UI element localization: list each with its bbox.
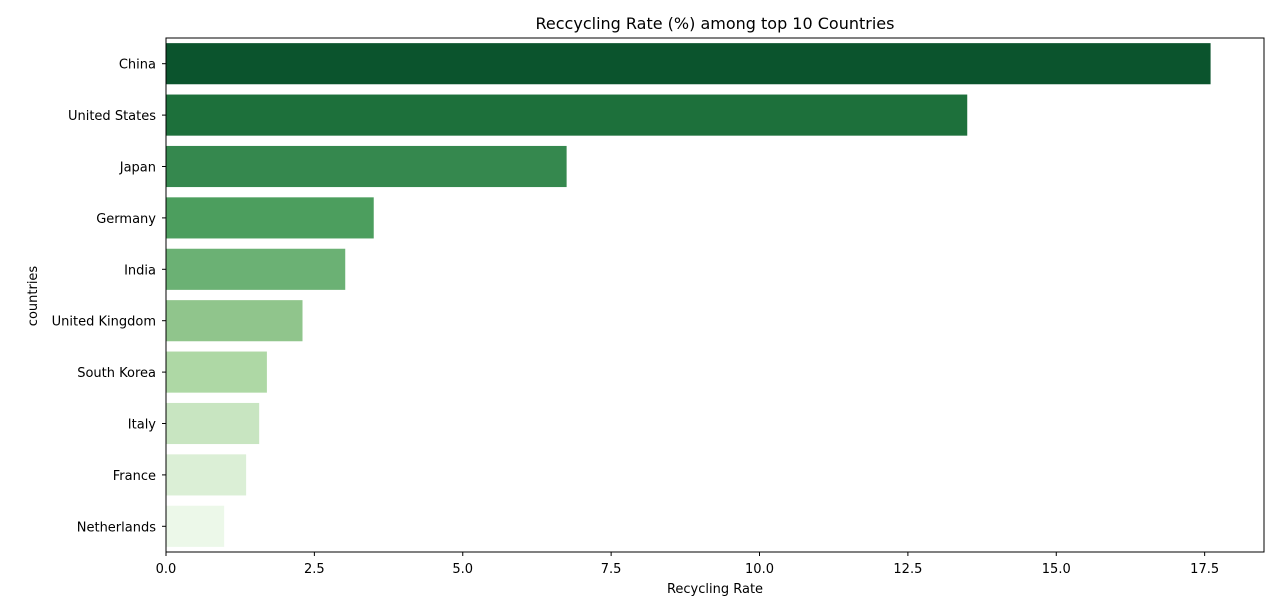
bar-japan: [166, 145, 567, 188]
x-tick-label: 0.0: [156, 562, 177, 577]
x-tick-label: 2.5: [304, 562, 325, 577]
bars-group: [166, 43, 1211, 547]
y-tick-label: China: [119, 58, 156, 73]
bar-italy: [166, 402, 260, 445]
bar-india: [166, 248, 346, 290]
y-ticks-group: China United States Japan Germany India Unite…: [52, 58, 166, 535]
y-tick-label: Japan: [119, 161, 156, 176]
chart-title: Reccycling Rate (%) among top 10 Countri…: [536, 14, 895, 33]
x-ticks-group: 0.0 2.5 5.0 7.5 10.0 12.5 15.0 17.5: [156, 552, 1219, 577]
y-tick-label: United Kingdom: [52, 315, 156, 330]
y-tick-label: France: [113, 469, 156, 484]
plot-frame: [165, 37, 1265, 553]
y-tick-label: Italy: [128, 418, 157, 433]
bar-netherlands: [166, 505, 225, 547]
x-axis-label: Recycling Rate: [667, 582, 763, 597]
y-tick-label: Netherlands: [77, 520, 156, 535]
bar-china: [166, 43, 1211, 85]
x-tick-label: 17.5: [1190, 562, 1219, 577]
bar-united-kingdom: [166, 300, 303, 342]
y-tick-label: Germany: [96, 212, 156, 227]
x-tick-label: 10.0: [745, 562, 774, 577]
y-tick-label: India: [124, 263, 156, 278]
x-tick-label: 7.5: [601, 562, 622, 577]
y-axis-label: countries: [26, 266, 41, 327]
bar-south-korea: [166, 351, 267, 393]
x-tick-label: 5.0: [452, 562, 473, 577]
y-tick-label: United States: [68, 109, 156, 124]
x-tick-label: 15.0: [1042, 562, 1071, 577]
y-tick-label: South Korea: [77, 366, 156, 381]
bar-france: [166, 454, 247, 496]
x-tick-label: 12.5: [893, 562, 922, 577]
bar-germany: [166, 197, 374, 239]
bar-united-states: [166, 94, 968, 136]
